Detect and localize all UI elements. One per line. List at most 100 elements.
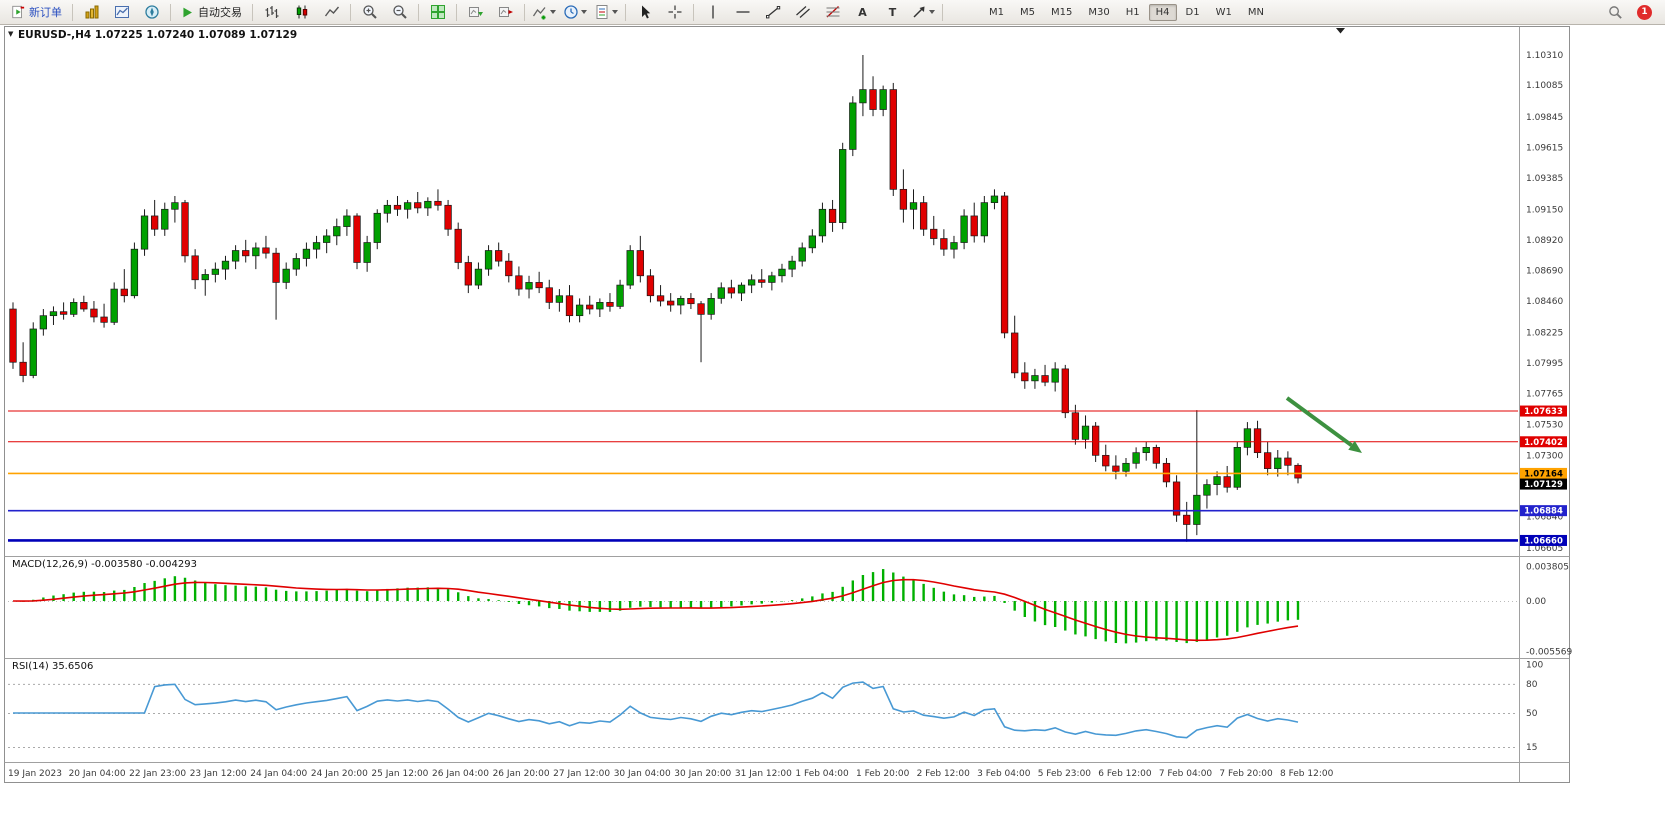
- time-axis-tick: 6 Feb 12:00: [1098, 769, 1152, 779]
- candle-body: [555, 295, 564, 303]
- price-line-tag-label: 1.07164: [1524, 469, 1563, 479]
- time-axis-tick: 2 Feb 12:00: [917, 769, 971, 779]
- zoom-in-button[interactable]: [355, 1, 384, 24]
- toolbar-separator: [72, 3, 73, 21]
- price-line-tag: [1520, 405, 1567, 417]
- trendline-tool-button[interactable]: [758, 1, 787, 24]
- candle-body: [839, 149, 847, 223]
- price-axis-tick: 1.07765: [1526, 389, 1563, 399]
- time-axis-tick: 23 Jan 12:00: [190, 769, 247, 779]
- profiles-button[interactable]: [77, 1, 106, 24]
- candle-body: [758, 279, 766, 283]
- timeframe-button-h4[interactable]: H4: [1148, 3, 1177, 21]
- candle-body: [1223, 476, 1231, 488]
- trend-arrow-annotation[interactable]: [1285, 396, 1353, 447]
- crosshair-tool-button[interactable]: [660, 1, 689, 24]
- time-axis-tick: 5 Feb 23:00: [1038, 769, 1092, 779]
- price-line-tag-label: 1.06660: [1524, 536, 1563, 546]
- timeframe-button-d1[interactable]: D1: [1185, 6, 1200, 18]
- line-chart-mode-button[interactable]: [317, 1, 346, 24]
- channel-tool-button[interactable]: [788, 1, 817, 24]
- dropdown-caret-icon: [581, 10, 587, 14]
- chart-title: EURUSD-,H4 1.07225 1.07240 1.07089 1.071…: [18, 29, 298, 41]
- candle-body: [515, 275, 523, 290]
- candle-body: [211, 268, 220, 275]
- candle-body: [454, 228, 462, 263]
- candle-body: [980, 202, 988, 237]
- horizontal-line-tool-button[interactable]: [728, 1, 757, 24]
- notification-badge[interactable]: 1: [1637, 4, 1652, 20]
- macd-indicator-label: MACD(12,26,9) -0.003580 -0.004293: [12, 559, 197, 570]
- cursor-tool-button[interactable]: [630, 1, 659, 24]
- auto-trading-button[interactable]: 自动交易: [175, 1, 248, 24]
- candle-body: [171, 202, 179, 210]
- candle-body: [120, 288, 128, 297]
- candle-body: [292, 258, 300, 270]
- candle-body: [1284, 457, 1292, 466]
- price-axis-tick: 1.06605: [1526, 544, 1563, 554]
- candle-body: [272, 252, 280, 283]
- clock-icon: [564, 5, 578, 19]
- time-axis-tick: 7 Feb 20:00: [1219, 769, 1273, 779]
- text-tool-button[interactable]: A: [848, 1, 877, 24]
- templates-button[interactable]: [591, 1, 621, 24]
- trendline-icon: [765, 6, 780, 19]
- candle-body: [1051, 368, 1059, 383]
- toolbar-separator: [170, 3, 171, 21]
- candle-body: [9, 308, 17, 363]
- timeframe-button-mn[interactable]: MN: [1247, 6, 1264, 18]
- horizontal-line-icon: [736, 11, 749, 13]
- time-axis-tick: 31 Jan 12:00: [735, 769, 792, 779]
- candle-body: [606, 302, 614, 307]
- candle-body: [656, 295, 665, 302]
- price-axis-tick: 1.10085: [1526, 81, 1563, 91]
- rsi-scale-tick: 100: [1526, 661, 1543, 671]
- chart-shift-button[interactable]: [491, 1, 520, 24]
- object-collapse-triangle-icon[interactable]: ▼: [8, 30, 14, 38]
- fibonacci-tool-button[interactable]: [818, 1, 847, 24]
- timeframe-button-m30[interactable]: M30: [1088, 6, 1110, 18]
- candlestick-mode-button[interactable]: [287, 1, 316, 24]
- indicators-button[interactable]: [529, 1, 559, 24]
- candle-body: [626, 250, 634, 286]
- bar-chart-mode-button[interactable]: [257, 1, 286, 24]
- candle-body: [960, 215, 968, 243]
- vertical-line-icon: [711, 5, 714, 19]
- bid-price-tag-label: 1.07129: [1524, 480, 1563, 490]
- candle-body: [747, 279, 756, 286]
- timeframe-button-w1[interactable]: W1: [1215, 6, 1232, 18]
- text-tool-label: A: [858, 5, 867, 19]
- zoom-out-button[interactable]: [385, 1, 414, 24]
- auto-scroll-button[interactable]: [461, 1, 490, 24]
- periods-button[interactable]: [560, 1, 590, 24]
- time-axis-tick: 8 Feb 12:00: [1280, 769, 1334, 779]
- toolbar-separator: [418, 3, 419, 21]
- candle-body: [596, 302, 604, 310]
- chart-dropdown-triangle[interactable]: [1336, 28, 1345, 34]
- timeframe-button-m1[interactable]: M1: [989, 6, 1004, 18]
- candle-body: [737, 284, 746, 294]
- search-button[interactable]: [1601, 1, 1630, 24]
- shapes-tool-button[interactable]: [908, 1, 938, 24]
- vertical-line-tool-button[interactable]: [698, 1, 727, 24]
- candle-body: [1142, 447, 1150, 454]
- candle-body: [940, 238, 948, 250]
- tile-windows-button[interactable]: [423, 1, 452, 24]
- navigator-button[interactable]: [137, 1, 166, 24]
- price-axis-tick: 1.08225: [1526, 328, 1563, 338]
- timeframe-button-h1[interactable]: H1: [1125, 6, 1140, 18]
- candle-body: [252, 247, 260, 257]
- charts-window-button[interactable]: [107, 1, 136, 24]
- candle-body: [788, 260, 796, 270]
- timeframe-button-m5[interactable]: M5: [1020, 6, 1035, 18]
- price-axis-tick: 1.09385: [1526, 174, 1563, 184]
- price-line-tag: [1520, 436, 1567, 448]
- price-line-tag-label: 1.07402: [1524, 438, 1563, 448]
- candle-body: [1172, 481, 1181, 516]
- time-axis-tick: 22 Jan 23:00: [129, 769, 186, 779]
- new-order-button[interactable]: 新订单: [5, 1, 68, 24]
- label-tool-button[interactable]: T: [878, 1, 907, 24]
- candle-body: [1233, 447, 1241, 488]
- timeframe-button-m15[interactable]: M15: [1051, 6, 1073, 18]
